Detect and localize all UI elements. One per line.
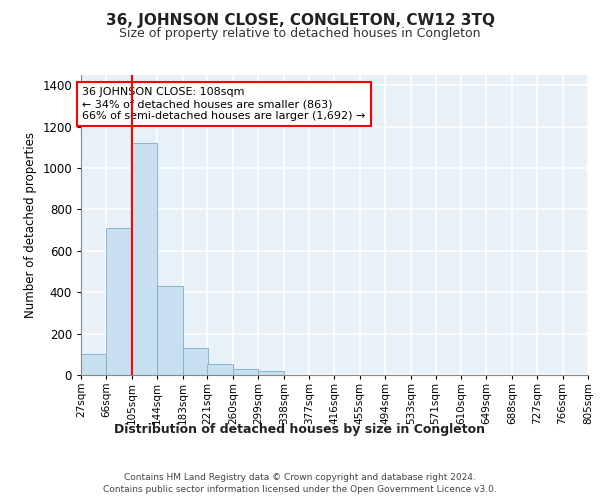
Text: 36 JOHNSON CLOSE: 108sqm
← 34% of detached houses are smaller (863)
66% of semi-: 36 JOHNSON CLOSE: 108sqm ← 34% of detach…	[82, 88, 365, 120]
Bar	[208, 364, 233, 375]
Bar	[157, 286, 182, 375]
Text: Contains public sector information licensed under the Open Government Licence v3: Contains public sector information licen…	[103, 485, 497, 494]
Bar	[106, 228, 132, 375]
Text: 36, JOHNSON CLOSE, CONGLETON, CW12 3TQ: 36, JOHNSON CLOSE, CONGLETON, CW12 3TQ	[106, 12, 494, 28]
Text: Contains HM Land Registry data © Crown copyright and database right 2024.: Contains HM Land Registry data © Crown c…	[124, 472, 476, 482]
Text: Size of property relative to detached houses in Congleton: Size of property relative to detached ho…	[119, 28, 481, 40]
Y-axis label: Number of detached properties: Number of detached properties	[23, 132, 37, 318]
Bar	[258, 371, 284, 375]
Bar	[132, 144, 157, 375]
Bar	[233, 369, 258, 375]
Bar	[182, 348, 208, 375]
Text: Distribution of detached houses by size in Congleton: Distribution of detached houses by size …	[115, 422, 485, 436]
Bar	[81, 354, 106, 375]
